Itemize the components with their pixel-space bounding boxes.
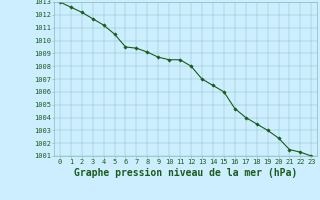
X-axis label: Graphe pression niveau de la mer (hPa): Graphe pression niveau de la mer (hPa): [74, 168, 297, 178]
